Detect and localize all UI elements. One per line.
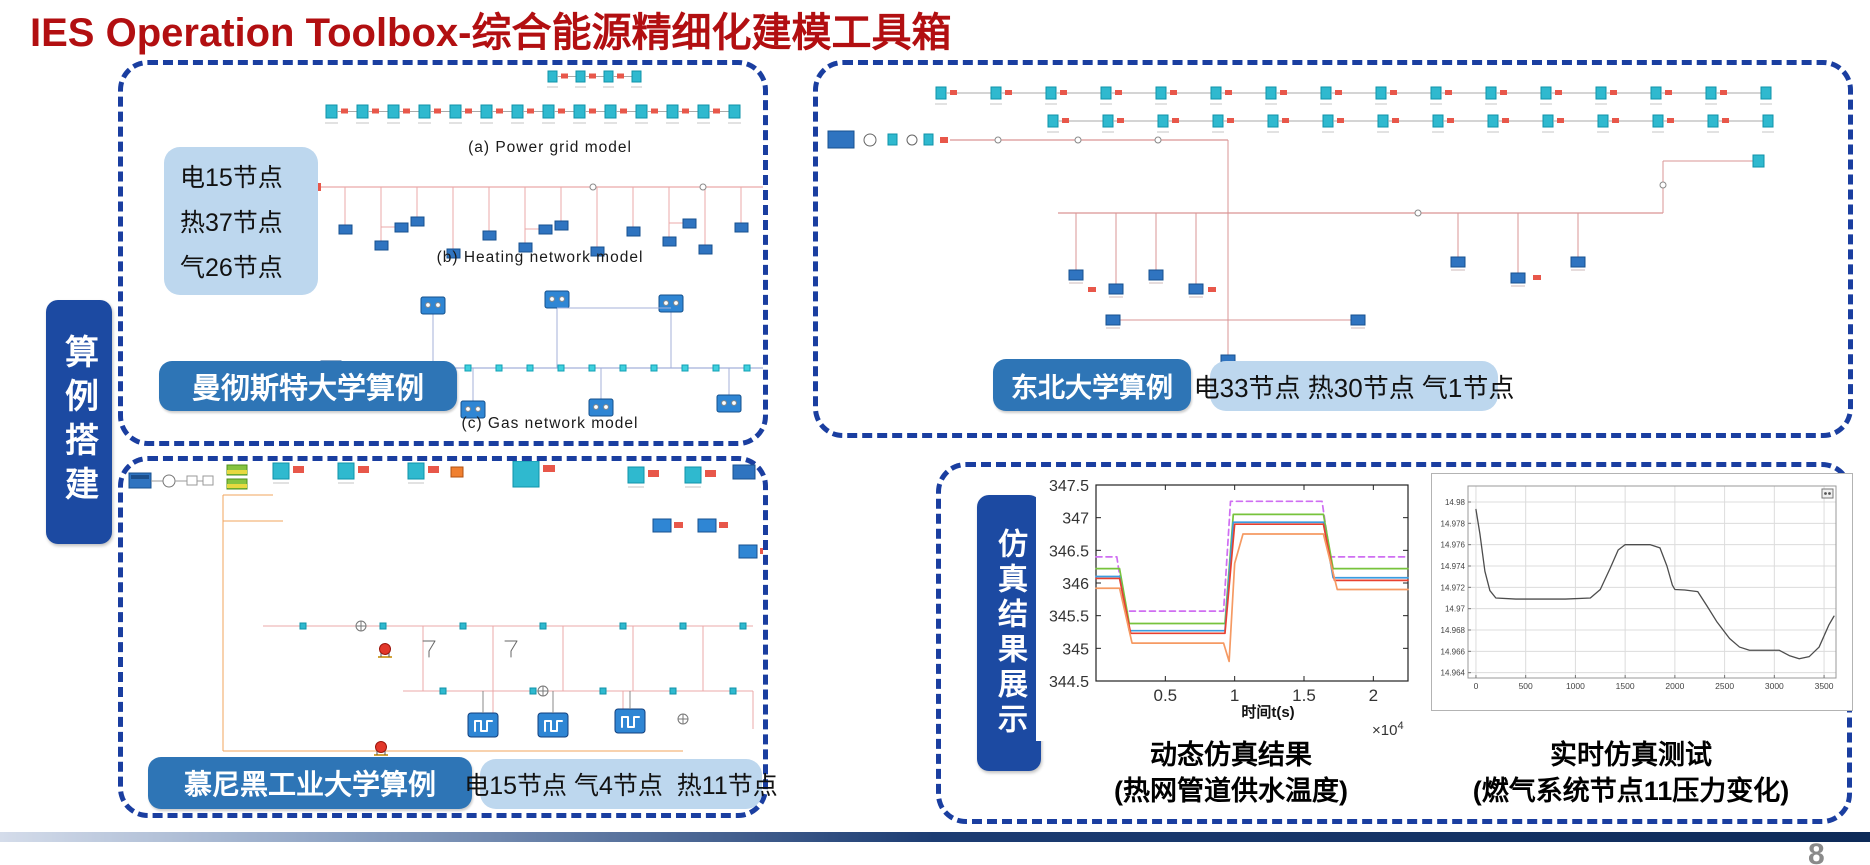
svg-text:14.98: 14.98 (1445, 498, 1466, 507)
svg-text:14.972: 14.972 (1441, 583, 1466, 592)
svg-text:347.5: 347.5 (1049, 478, 1089, 495)
svg-text:14.964: 14.964 (1441, 669, 1466, 678)
nodes-line-heat: 热37节点 (180, 208, 283, 237)
svg-text:0: 0 (1474, 681, 1479, 691)
panel-simulation-results: 仿真结果展示 344.5 345 345.5 346 346.5 347 347.5 0.5 1… (936, 462, 1853, 824)
manchester-nodes-box: 电15节点 热37节点 气26节点 (164, 147, 318, 295)
realtime-simulation-chart-svg: 14.964 14.966 14.968 14.97 14.972 14.974 14.97… (1441, 485, 1837, 691)
munich-case-label: 慕尼黑工业大学算例 (148, 757, 472, 809)
realtime-chart-caption-title: 实时仿真测试 (1550, 740, 1712, 770)
svg-text:14.976: 14.976 (1441, 541, 1466, 550)
realtime-chart-caption: 实时仿真测试 (燃气系统节点11压力变化) (1441, 737, 1821, 809)
svg-text:3000: 3000 (1765, 681, 1784, 691)
svg-text:时间t(s): 时间t(s) (1241, 703, 1294, 721)
nodes-line-gas: 气26节点 (180, 254, 283, 283)
dynamic-chart-caption: 动态仿真结果 (热网管道供水温度) (1046, 737, 1416, 809)
svg-text:1.5: 1.5 (1292, 686, 1316, 705)
svg-text:1000: 1000 (1566, 681, 1585, 691)
svg-text:1: 1 (1230, 686, 1239, 705)
svg-text:345.5: 345.5 (1049, 609, 1089, 626)
svg-text:×104: ×104 (1372, 720, 1404, 739)
svg-text:344.5: 344.5 (1049, 674, 1089, 691)
svg-text:14.968: 14.968 (1441, 626, 1466, 635)
dynamic-chart-caption-title: 动态仿真结果 (1150, 740, 1312, 770)
svg-text:14.966: 14.966 (1441, 647, 1466, 656)
page-title: IES Operation Toolbox-综合能源精细化建模工具箱 (30, 11, 952, 55)
realtime-simulation-chart: 14.964 14.966 14.968 14.97 14.972 14.974 14.97… (1431, 473, 1853, 711)
page-number: 8 (1808, 838, 1825, 865)
panel-northeastern-case: 东北大学算例 电33节点 热30节点 气1节点 (813, 60, 1853, 438)
footer-bar (0, 832, 1870, 842)
panel-munich-case: 慕尼黑工业大学算例 电15节点 气4节点 热11节点 (118, 456, 778, 818)
left-ribbon-case-building: 算例搭建 (46, 300, 112, 544)
svg-text:2000: 2000 (1665, 681, 1684, 691)
caption-gas-network-model: (c) Gas network model (461, 415, 639, 432)
svg-text:346: 346 (1062, 576, 1089, 593)
dynamic-simulation-chart-svg: 344.5 345 345.5 346 346.5 347 347.5 0.5 1 1.5 2 时间t… (1049, 478, 1409, 739)
svg-text:2500: 2500 (1715, 681, 1734, 691)
nodes-line-electric: 电15节点 (180, 163, 283, 192)
svg-text:2: 2 (1369, 686, 1378, 705)
svg-text:347: 347 (1062, 511, 1089, 528)
svg-text:346.5: 346.5 (1049, 543, 1089, 560)
results-ribbon: 仿真结果展示 (977, 495, 1041, 771)
northeastern-nodes-box: 电33节点 热30节点 气1节点 (1194, 361, 1514, 411)
manchester-case-label: 曼彻斯特大学算例 (159, 361, 457, 411)
svg-text:14.974: 14.974 (1441, 562, 1466, 571)
northeastern-case-label: 东北大学算例 (993, 359, 1191, 411)
svg-text:14.978: 14.978 (1441, 519, 1466, 528)
left-ribbon-label: 算例搭建 (59, 334, 98, 510)
munich-nodes-box: 电15节点 气4节点 热11节点 (464, 759, 778, 809)
dynamic-chart-caption-subtitle: (热网管道供水温度) (1114, 776, 1348, 806)
svg-text:3500: 3500 (1815, 681, 1834, 691)
svg-text:1500: 1500 (1616, 681, 1635, 691)
svg-text:345: 345 (1062, 641, 1089, 658)
svg-text:500: 500 (1519, 681, 1533, 691)
results-ribbon-label: 仿真结果展示 (993, 528, 1026, 738)
caption-power-grid-model: (a) Power grid model (468, 139, 632, 156)
svg-text:0.5: 0.5 (1154, 686, 1178, 705)
svg-text:14.97: 14.97 (1445, 605, 1466, 614)
panel-manchester-case: 电15节点 热37节点 气26节点 (a) Power grid model (… (118, 60, 768, 446)
realtime-chart-caption-subtitle: (燃气系统节点11压力变化) (1472, 776, 1790, 806)
caption-heating-network-model: (b) Heating network model (436, 249, 644, 266)
dynamic-simulation-chart: 344.5 345 345.5 346 346.5 347 347.5 0.5 1 1.5 2 时间t… (1036, 469, 1421, 741)
